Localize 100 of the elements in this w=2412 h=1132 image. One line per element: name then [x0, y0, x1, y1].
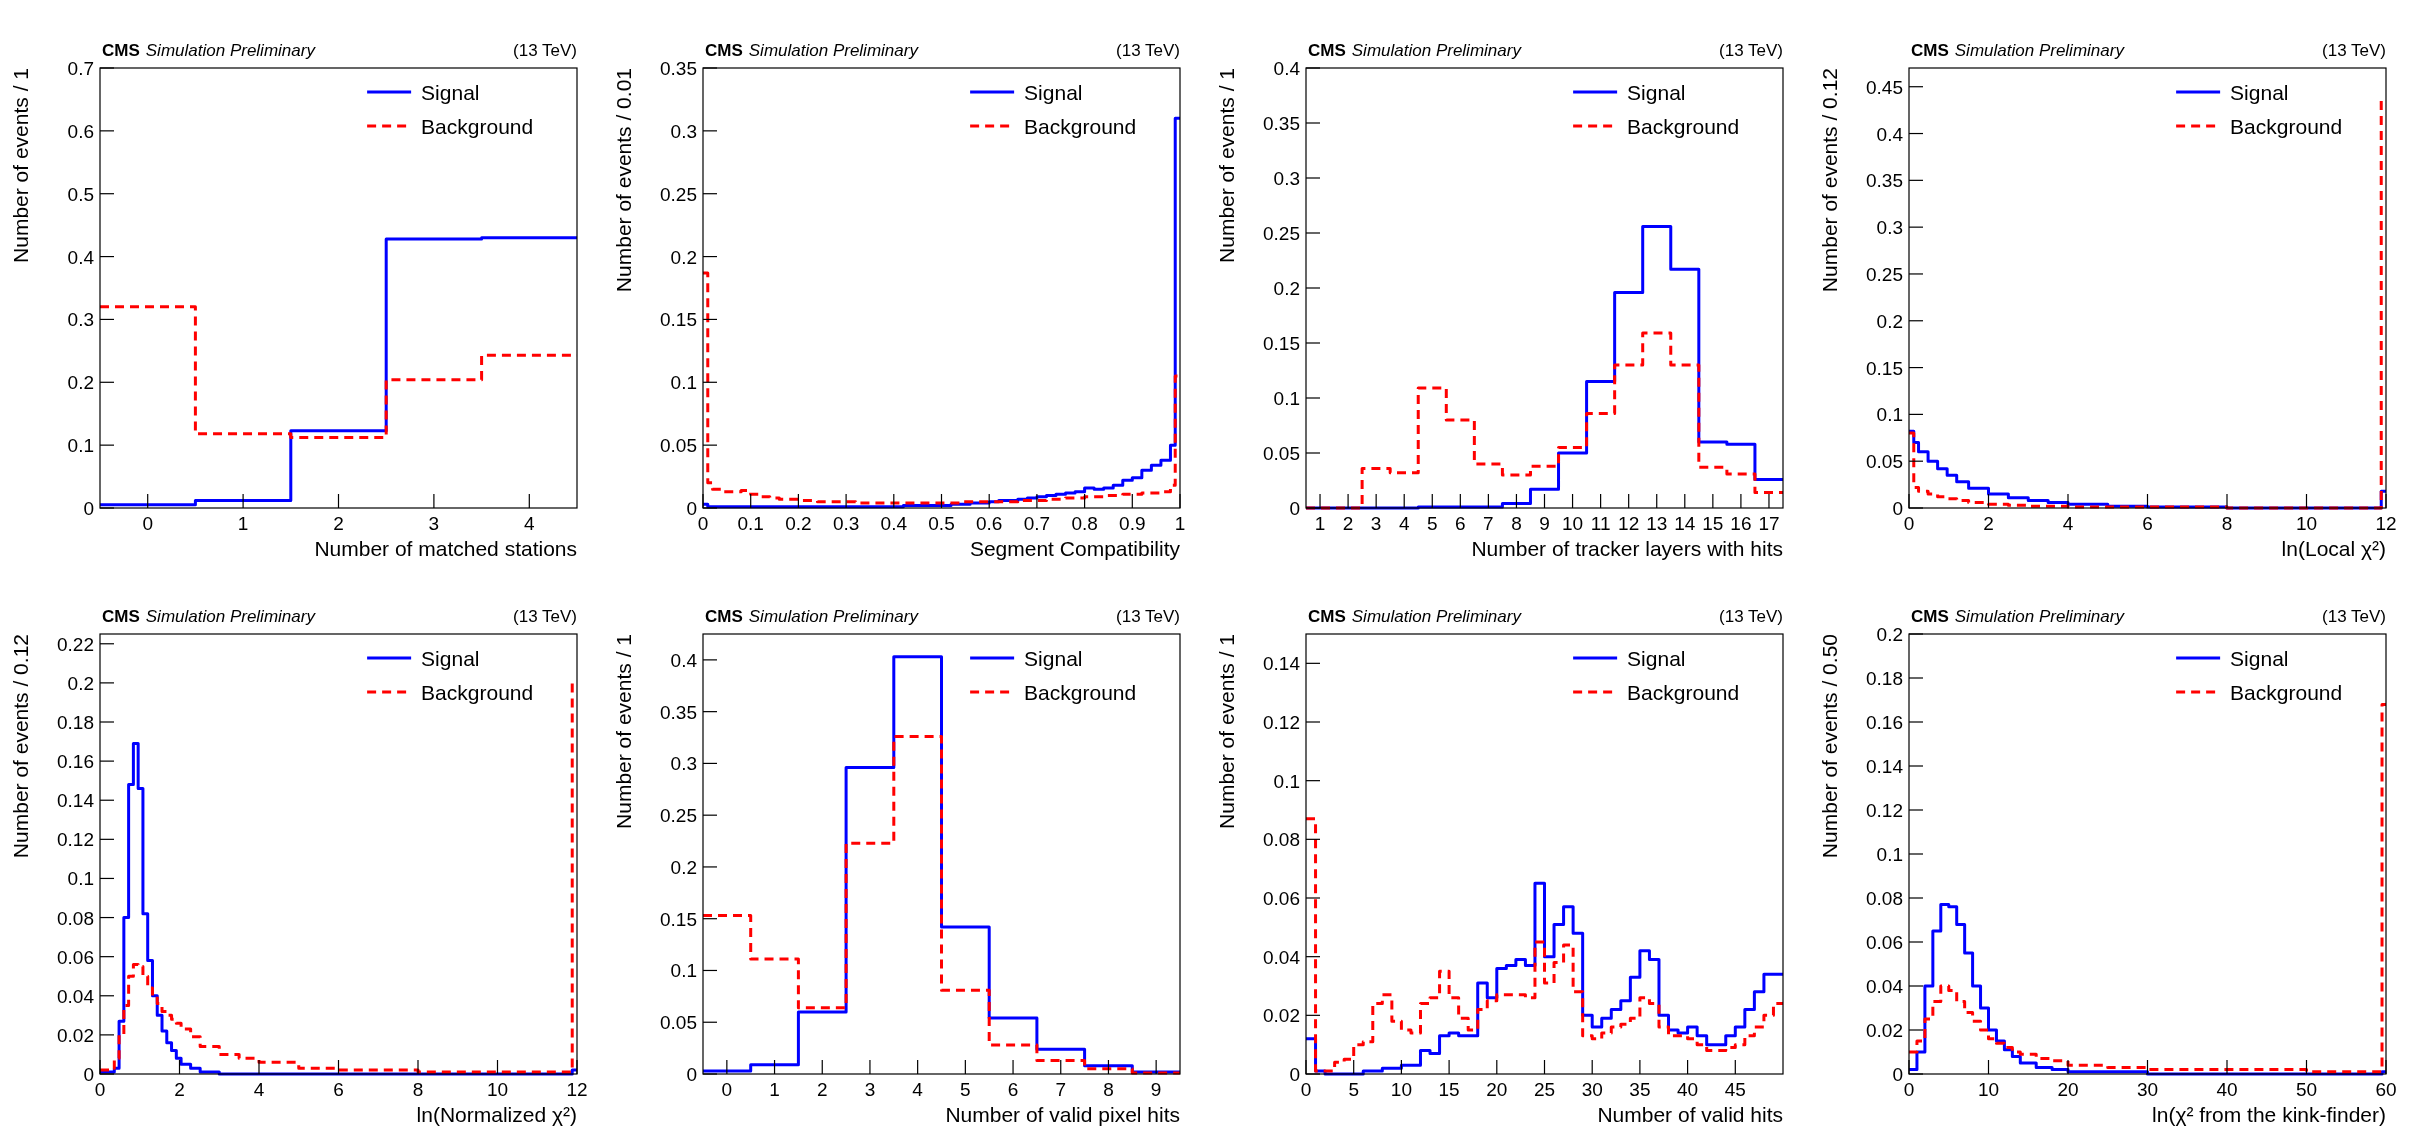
y-tick-label: 0.22 — [57, 633, 94, 655]
chart-subtitle: Simulation Preliminary — [1954, 41, 2126, 60]
y-tick-label: 0.14 — [1866, 756, 1904, 777]
chart-subtitle: Simulation Preliminary — [1351, 607, 1523, 626]
x-tick-label: 1 — [1174, 513, 1186, 534]
x-tick-label: 20 — [2057, 1079, 2079, 1100]
x-tick-label: 8 — [1511, 513, 1522, 534]
chart-subtitle: Simulation Preliminary — [145, 41, 317, 60]
y-tick-label: 0.35 — [1866, 170, 1903, 192]
y-tick-label: 0.2 — [1876, 624, 1903, 645]
y-tick-label: 0.1 — [670, 372, 697, 394]
y-axis-title: Number of events / 0.12 — [1818, 68, 1841, 293]
x-axis-title: Number of matched stations — [314, 537, 577, 560]
y-tick-label: 0 — [83, 1064, 94, 1085]
y-tick-label: 0.02 — [1263, 1005, 1300, 1027]
chart-title: CMS — [705, 607, 743, 626]
x-tick-label: 30 — [2136, 1079, 2159, 1100]
y-tick-label: 0.1 — [1273, 388, 1300, 409]
x-axis-title: ln(Normalized χ²) — [416, 1103, 577, 1126]
chart-title: CMS — [102, 607, 140, 626]
y-tick-label: 0.35 — [660, 58, 697, 79]
x-tick-label: 0.9 — [1119, 513, 1146, 534]
x-tick-label: 2 — [174, 1079, 185, 1100]
chart-title: CMS — [705, 41, 743, 60]
x-tick-label: 7 — [1483, 513, 1494, 534]
x-tick-label: 6 — [1007, 1079, 1019, 1100]
x-tick-label: 8 — [412, 1079, 424, 1100]
y-tick-label: 0.02 — [57, 1024, 94, 1046]
x-tick-label: 11 — [1590, 513, 1611, 534]
x-axis-title: Number of tracker layers with hits — [1471, 537, 1783, 560]
x-tick-label: 12 — [2375, 513, 2397, 534]
y-tick-label: 0.45 — [1866, 76, 1903, 98]
x-tick-label: 0.8 — [1071, 513, 1098, 534]
y-tick-label: 0.14 — [57, 790, 95, 812]
y-tick-label: 0.16 — [1866, 712, 1903, 733]
y-tick-label: 0.6 — [67, 120, 94, 142]
y-axis-title: Number of events / 0.50 — [1818, 634, 1841, 859]
text: (13 TeV) — [513, 41, 577, 60]
x-tick-label: 0.3 — [832, 513, 860, 534]
legend-label: Background — [421, 681, 534, 704]
x-axis-title: Number of valid pixel hits — [945, 1103, 1180, 1126]
x-tick-label: 9 — [1150, 1079, 1162, 1100]
y-tick-label: 0.16 — [57, 751, 94, 773]
x-tick-label: 16 — [1730, 513, 1752, 534]
legend-label: Signal — [1627, 647, 1686, 670]
y-tick-label: 0.7 — [67, 58, 94, 79]
legend-label: Signal — [421, 647, 480, 670]
y-tick-label: 0.04 — [57, 985, 95, 1007]
x-tick-label: 10 — [1390, 1079, 1412, 1100]
y-tick-label: 0 — [1892, 1064, 1903, 1085]
x-tick-label: 1 — [237, 513, 249, 534]
text: (13 TeV) — [2322, 41, 2386, 60]
chart-subtitle: Simulation Preliminary — [748, 41, 920, 60]
x-tick-label: 8 — [1103, 1079, 1114, 1100]
legend-label: Signal — [2230, 647, 2289, 670]
x-tick-label: 7 — [1055, 1079, 1067, 1100]
y-tick-label: 0.2 — [670, 856, 697, 878]
y-tick-label: 0.2 — [67, 372, 94, 394]
x-tick-label: 10 — [1561, 513, 1584, 534]
x-tick-label: 50 — [2295, 1079, 2318, 1100]
y-tick-label: 0.04 — [1866, 976, 1904, 997]
y-tick-label: 0.3 — [67, 309, 94, 331]
y-tick-label: 0.06 — [57, 946, 94, 968]
chart-title: CMS — [102, 41, 140, 60]
chart-subtitle: Simulation Preliminary — [145, 607, 317, 626]
x-tick-label: 4 — [1398, 513, 1410, 534]
y-tick-label: 0.02 — [1866, 1020, 1903, 1041]
y-tick-label: 0.2 — [67, 672, 94, 694]
x-tick-label: 60 — [2375, 1079, 2397, 1100]
y-tick-label: 0.2 — [1876, 310, 1903, 332]
x-tick-label: 15 — [1702, 513, 1724, 534]
x-axis-title: ln(Local χ²) — [2281, 537, 2386, 560]
y-tick-label: 0.05 — [1866, 451, 1903, 473]
x-tick-label: 2 — [333, 513, 344, 534]
x-tick-label: 0 — [142, 513, 153, 534]
x-tick-label: 4 — [524, 513, 536, 534]
x-tick-label: 3 — [864, 1079, 876, 1100]
legend-label: Background — [1024, 115, 1137, 138]
y-tick-label: 0.4 — [1876, 123, 1904, 145]
y-tick-label: 0.4 — [67, 246, 95, 268]
x-tick-label: 14 — [1674, 513, 1696, 534]
y-axis-title: Number of events / 1 — [9, 68, 32, 263]
y-tick-label: 0.06 — [1866, 932, 1903, 953]
x-tick-label: 4 — [2062, 513, 2074, 534]
x-tick-label: 0.4 — [880, 513, 908, 534]
y-tick-label: 0.4 — [670, 649, 698, 671]
x-tick-label: 6 — [2142, 513, 2153, 534]
x-tick-label: 6 — [1455, 513, 1466, 534]
chart-subtitle: Simulation Preliminary — [1954, 607, 2126, 626]
y-tick-label: 0 — [1289, 1064, 1300, 1085]
y-tick-label: 0 — [1892, 498, 1903, 519]
x-tick-label: 10 — [486, 1079, 509, 1100]
y-tick-label: 0.12 — [1263, 712, 1300, 733]
chart-subtitle: Simulation Preliminary — [748, 607, 920, 626]
x-tick-label: 40 — [2216, 1079, 2238, 1100]
x-tick-label: 2 — [1983, 513, 1994, 534]
x-tick-label: 20 — [1486, 1079, 1508, 1100]
legend-label: Signal — [1024, 81, 1083, 104]
x-tick-label: 45 — [1724, 1079, 1746, 1100]
text: (13 TeV) — [1719, 41, 1783, 60]
